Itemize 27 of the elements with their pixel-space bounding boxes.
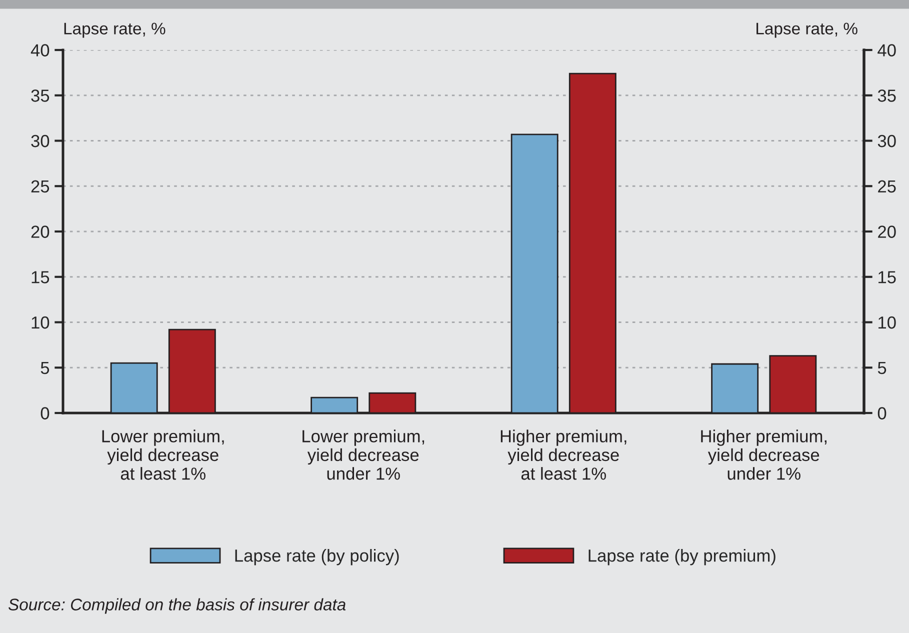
y2-tick-label: 20 <box>878 226 896 238</box>
x-tick-label: Lower premium, yield decrease at least 1% <box>102 430 224 480</box>
legend-label: Lapse rate (by premium) <box>588 549 776 566</box>
y-tick-label: 5 <box>40 362 50 374</box>
legend-label: Lapse rate (by policy) <box>235 549 399 566</box>
y2-tick-label: 5 <box>878 362 886 374</box>
y2-tick-label: 15 <box>878 271 896 284</box>
x-tick-label: Lower premium, yield decrease under 1% <box>302 430 424 480</box>
y-tick-label: 10 <box>32 316 50 329</box>
y2-tick-label: 25 <box>878 180 896 193</box>
y-tick-label: 0 <box>40 407 50 420</box>
y-axis-title: Lapse rate, % <box>64 22 166 38</box>
y2-tick-label: 30 <box>878 134 896 148</box>
x-tick-label: Higher premium, yield decrease at least 1% <box>500 430 626 480</box>
y2-axis-title: Lapse rate, % <box>756 22 858 38</box>
y2-tick-label: 10 <box>878 316 896 329</box>
source-note: Source: Compiled on the basis of insurer data <box>8 598 346 614</box>
y-tick-label: 15 <box>32 271 50 284</box>
y2-tick-label: 35 <box>878 90 896 102</box>
y-tick-label: 30 <box>31 134 50 148</box>
y-tick-label: 20 <box>31 226 50 238</box>
y2-tick-label: 0 <box>878 407 886 420</box>
y-tick-label: 25 <box>31 180 50 193</box>
y-tick-label: 40 <box>30 44 50 56</box>
x-tick-label: Higher premium, yield decrease under 1% <box>701 430 826 480</box>
y-tick-label: 35 <box>31 90 50 102</box>
y2-tick-label: 40 <box>878 44 896 56</box>
